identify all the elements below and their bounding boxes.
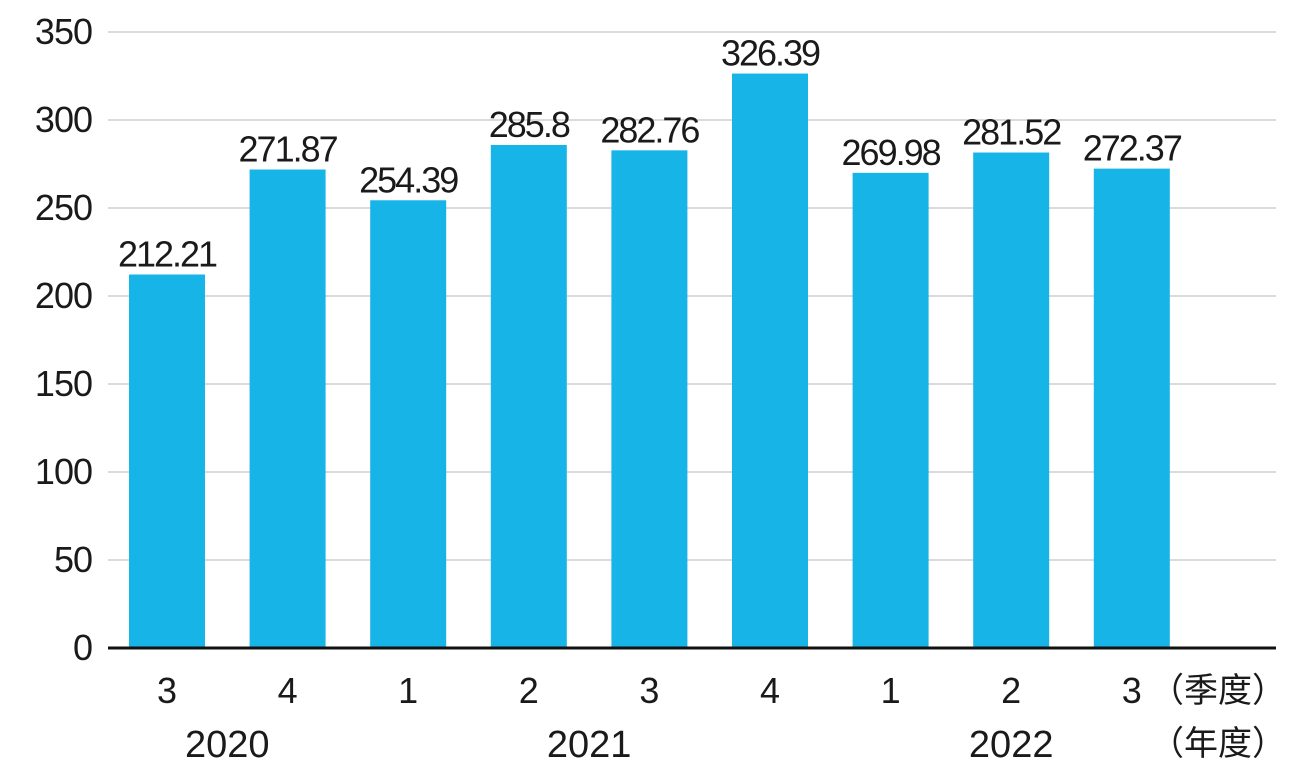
bar (973, 152, 1050, 649)
x-axis-quarter-labels: 3 4 1 2 3 4 1 2 3 (157, 670, 1142, 711)
data-label: 282.76 (600, 109, 699, 150)
data-label: 285.8 (489, 104, 570, 145)
quarter-label: 2 (1001, 670, 1021, 711)
year-label: 2021 (547, 724, 632, 763)
year-unit-label: （年度） (1150, 725, 1286, 763)
quarter-label: 2 (519, 670, 539, 711)
year-label: 2022 (969, 724, 1054, 763)
data-label: 254.39 (359, 159, 458, 200)
y-tick-label: 50 (54, 539, 92, 580)
quarter-label: 1 (881, 670, 901, 711)
bar (732, 73, 808, 649)
y-tick-label: 300 (35, 99, 92, 140)
data-label: 272.37 (1083, 128, 1182, 169)
data-labels: 212.21 271.87 254.39 285.8 282.76 326.39 269.9… (118, 33, 1184, 275)
bar (370, 200, 447, 648)
data-label: 281.52 (962, 112, 1061, 153)
y-tick-label: 150 (35, 363, 92, 404)
x-axis-year-labels: 2020 2021 2022 (185, 724, 1053, 763)
quarter-label: 4 (278, 670, 298, 711)
y-tick-label: 200 (35, 275, 92, 316)
data-label: 271.87 (239, 129, 338, 170)
bar (129, 274, 205, 648)
bar (1093, 168, 1170, 649)
y-tick-label: 250 (35, 187, 92, 228)
bars (129, 73, 1170, 649)
bar (611, 150, 688, 648)
bar (490, 144, 567, 648)
y-tick-label: 0 (73, 627, 92, 668)
data-label: 269.98 (842, 132, 941, 173)
quarter-label: 4 (760, 670, 780, 711)
quarter-label: 1 (398, 670, 418, 711)
y-axis-tick-labels: 0 50 100 150 200 250 300 350 (35, 11, 93, 668)
quarter-label: 3 (1122, 670, 1142, 711)
y-tick-label: 350 (35, 11, 92, 52)
year-label: 2020 (185, 724, 270, 763)
quarter-unit-label: （季度） (1150, 672, 1286, 710)
data-label: 212.21 (118, 234, 217, 275)
bar (249, 169, 326, 649)
quarter-label: 3 (157, 670, 177, 711)
data-label: 326.39 (721, 33, 820, 74)
y-tick-label: 100 (35, 451, 92, 492)
bar (852, 172, 929, 648)
quarter-label: 3 (639, 670, 659, 711)
